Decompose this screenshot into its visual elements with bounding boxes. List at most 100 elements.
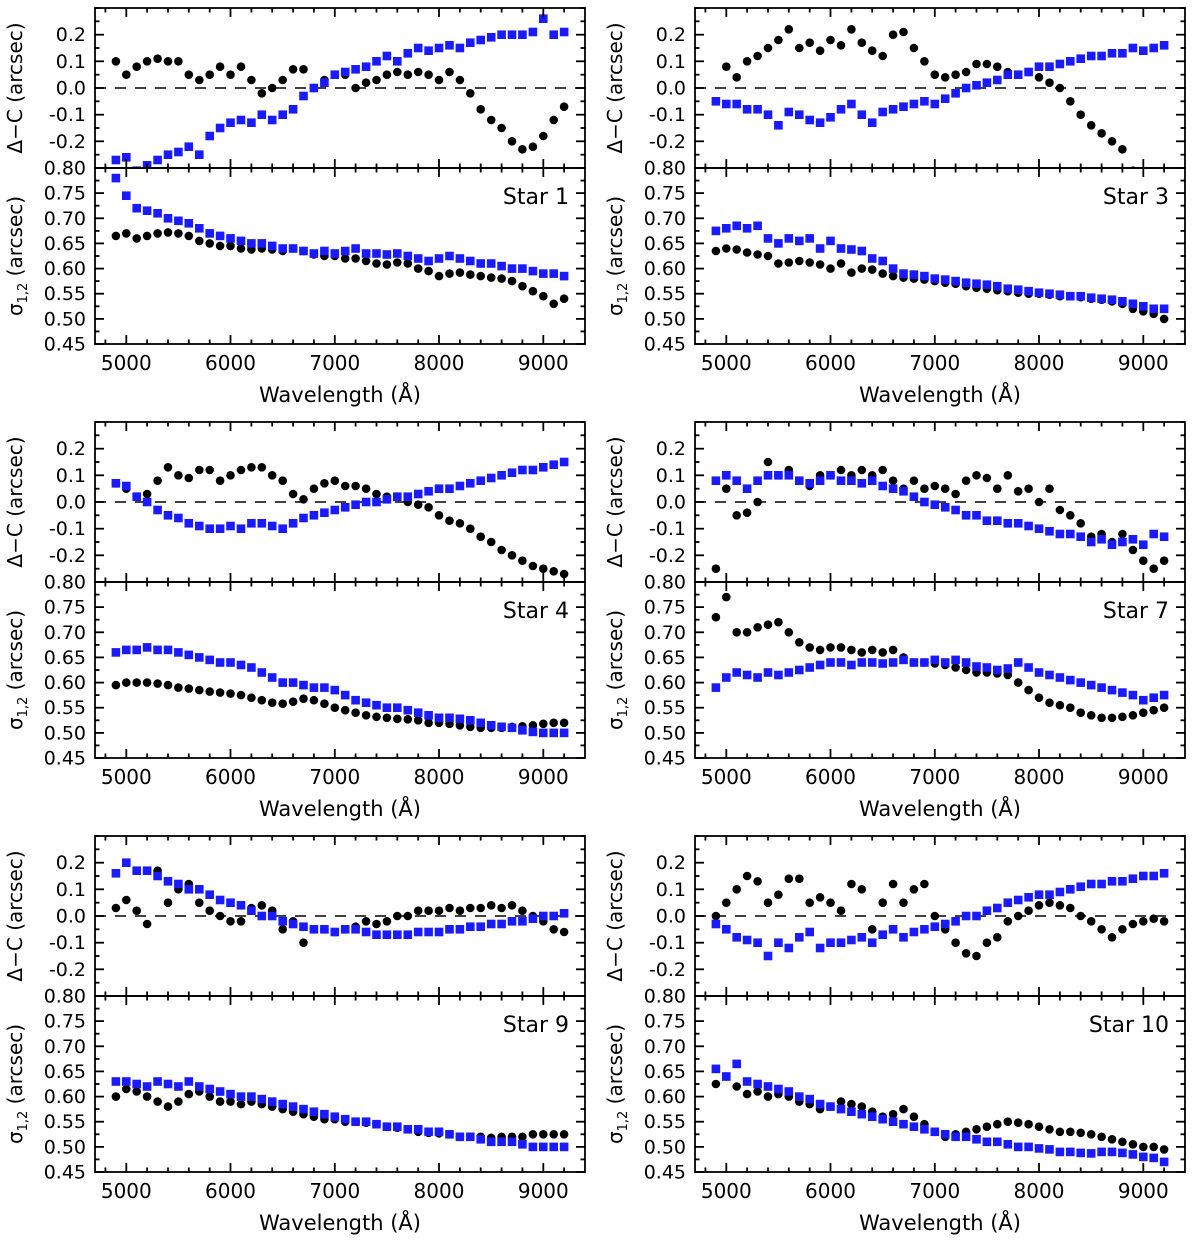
data-point bbox=[847, 99, 856, 109]
data-point bbox=[174, 513, 183, 523]
data-point bbox=[184, 473, 194, 483]
data-point bbox=[1149, 529, 1158, 539]
x-tick-label: 8000 bbox=[1014, 351, 1065, 375]
data-point bbox=[1097, 535, 1106, 544]
data-point bbox=[549, 30, 558, 39]
data-point bbox=[763, 668, 773, 677]
data-point bbox=[142, 678, 152, 687]
data-point bbox=[722, 898, 731, 907]
data-point bbox=[486, 33, 496, 42]
sigma-axis-label: σ1,2 (arcsec) bbox=[603, 1024, 631, 1144]
data-point bbox=[351, 254, 360, 263]
data-point bbox=[466, 922, 475, 931]
series-layer bbox=[711, 592, 1169, 723]
y-tick-label: -0.2 bbox=[649, 959, 686, 981]
data-point bbox=[711, 246, 721, 256]
star-9-chart: 0.2 0.1 0.0 -0.1 -0.2 0.80 0.75 0.70 0.65 0.60 0.5… bbox=[3, 835, 586, 1235]
data-point bbox=[732, 221, 741, 231]
sigma-units: (arcsec) bbox=[3, 1024, 27, 1111]
data-point bbox=[920, 497, 929, 507]
data-point bbox=[455, 268, 465, 277]
data-point bbox=[142, 919, 152, 929]
data-point bbox=[857, 246, 867, 256]
data-point bbox=[299, 680, 308, 690]
data-point bbox=[111, 57, 121, 66]
data-point bbox=[122, 678, 131, 687]
data-point bbox=[1139, 871, 1148, 881]
data-point bbox=[742, 670, 752, 680]
data-point bbox=[466, 38, 475, 47]
x-axis-label: Wavelength (Å) bbox=[259, 1209, 421, 1235]
data-point bbox=[732, 73, 741, 82]
data-point bbox=[982, 663, 992, 672]
data-point bbox=[972, 911, 981, 921]
data-point bbox=[257, 89, 267, 98]
black-circles bbox=[711, 592, 1169, 723]
series-layer bbox=[111, 173, 569, 309]
black-circles bbox=[111, 866, 569, 947]
data-point bbox=[826, 1102, 835, 1111]
data-point bbox=[205, 1092, 214, 1101]
data-point bbox=[372, 700, 381, 710]
data-point bbox=[815, 260, 825, 269]
data-point bbox=[982, 906, 992, 915]
data-point bbox=[267, 83, 277, 93]
black-circles bbox=[111, 54, 569, 154]
data-point bbox=[795, 933, 804, 942]
data-point bbox=[1066, 529, 1075, 539]
data-point bbox=[559, 728, 569, 738]
data-point bbox=[722, 925, 731, 934]
data-point bbox=[247, 1092, 256, 1101]
y-tick-label: -0.1 bbox=[49, 932, 86, 954]
series-layer bbox=[111, 643, 569, 738]
data-point bbox=[497, 274, 506, 283]
data-point bbox=[257, 463, 267, 472]
data-point bbox=[826, 643, 835, 652]
data-point bbox=[205, 131, 214, 141]
data-point bbox=[1118, 1148, 1127, 1158]
data-point bbox=[867, 118, 877, 127]
y-tick-label: 0.50 bbox=[644, 1136, 686, 1158]
data-point bbox=[497, 1137, 506, 1147]
data-point bbox=[1055, 673, 1065, 682]
data-point bbox=[930, 274, 940, 283]
data-point bbox=[805, 898, 814, 907]
data-point bbox=[1066, 97, 1075, 106]
data-point bbox=[1076, 519, 1085, 528]
y-tick-label: 0.70 bbox=[44, 208, 86, 230]
data-point bbox=[742, 1089, 752, 1099]
data-point bbox=[1097, 294, 1106, 303]
y-tick-label: 0.80 bbox=[44, 158, 86, 180]
data-point bbox=[909, 476, 919, 485]
data-point bbox=[795, 1092, 804, 1101]
data-point bbox=[1013, 658, 1023, 667]
data-point bbox=[257, 911, 267, 921]
data-point bbox=[972, 662, 981, 671]
data-point bbox=[163, 1079, 173, 1089]
data-point bbox=[372, 712, 381, 722]
y-tick-labels: 0.2 0.1 0.0 -0.1 -0.2 bbox=[649, 438, 686, 567]
data-point bbox=[847, 645, 856, 655]
data-point bbox=[784, 628, 794, 637]
data-point bbox=[993, 484, 1002, 493]
data-point bbox=[486, 1137, 496, 1147]
data-point bbox=[257, 695, 267, 705]
data-point bbox=[497, 123, 506, 133]
data-point bbox=[549, 728, 558, 738]
star-1-chart: 0.2 0.1 0.0 -0.1 -0.2 0.80 0.75 0.70 0.65 0.60 0.5… bbox=[3, 7, 586, 407]
data-point bbox=[466, 722, 475, 732]
data-point bbox=[559, 927, 569, 937]
data-point bbox=[888, 484, 898, 493]
data-point bbox=[205, 465, 214, 475]
data-point bbox=[528, 1130, 538, 1139]
star-1-figure: Star 1 0.2 0.1 0.0 -0.1 -0.2 0.80 0.75 0.70 0.65… bbox=[0, 0, 600, 414]
y-tick-label: 0.60 bbox=[644, 258, 686, 280]
sigma-units: (arcsec) bbox=[3, 196, 27, 283]
y-tick-label: 0.80 bbox=[644, 572, 686, 594]
data-point bbox=[1159, 917, 1169, 926]
data-point bbox=[888, 476, 898, 485]
data-point bbox=[122, 70, 131, 79]
data-point bbox=[742, 224, 752, 233]
data-point bbox=[753, 1079, 762, 1089]
data-point bbox=[847, 935, 856, 945]
